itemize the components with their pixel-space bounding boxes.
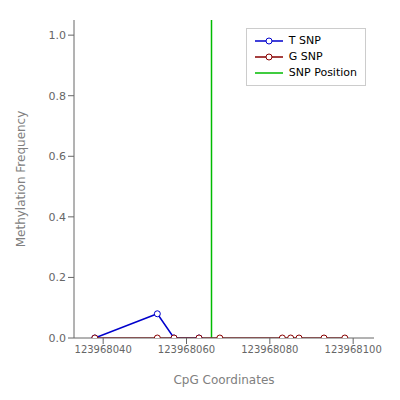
svg-text:0.2: 0.2 xyxy=(49,271,67,284)
svg-text:1.0: 1.0 xyxy=(49,29,67,42)
html-text:G SNP: G SNP xyxy=(288,50,323,63)
svg-text:123968060: 123968060 xyxy=(158,344,215,355)
svg-text:0.0: 0.0 xyxy=(49,332,67,345)
svg-text:Methylation Frequency: Methylation Frequency xyxy=(14,111,28,248)
svg-text:0.6: 0.6 xyxy=(49,150,67,163)
html-text:T SNP: T SNP xyxy=(288,34,321,47)
svg-text:123968040: 123968040 xyxy=(75,344,132,355)
svg-text:123968100: 123968100 xyxy=(325,344,382,355)
svg-text:0.4: 0.4 xyxy=(49,211,67,224)
svg-text:0.8: 0.8 xyxy=(49,90,67,103)
html-text:SNP Position: SNP Position xyxy=(288,66,357,79)
svg-text:CpG Coordinates: CpG Coordinates xyxy=(173,373,274,387)
svg-text:123968080: 123968080 xyxy=(241,344,298,355)
